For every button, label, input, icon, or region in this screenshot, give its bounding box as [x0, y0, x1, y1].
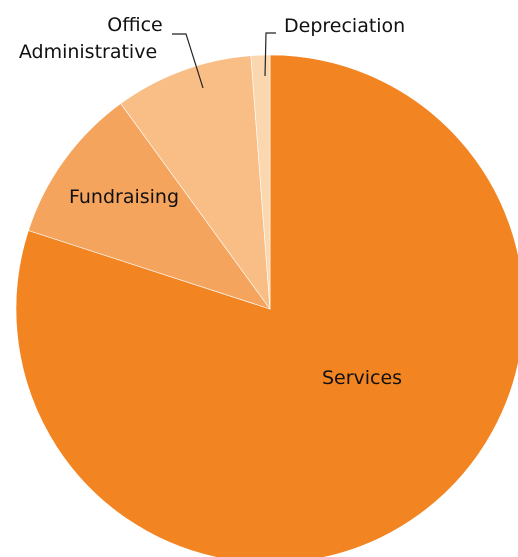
- depreciation-label: Depreciation: [284, 15, 405, 37]
- pie-slices: [15, 54, 518, 557]
- pie-slice-fundraising: [28, 103, 271, 310]
- fundraising-label: Fundraising: [69, 186, 179, 208]
- pie-slice-office-administrative: [120, 55, 271, 311]
- services-label: Services: [322, 367, 402, 389]
- office-label-line1: Office: [107, 14, 162, 36]
- office-label-line2: Administrative: [19, 41, 157, 63]
- office-callout-line: [172, 33, 204, 89]
- pie-slice-services: [15, 54, 518, 557]
- depreciation-callout-line: [264, 32, 276, 77]
- pie-slice-depreciation: [250, 54, 271, 310]
